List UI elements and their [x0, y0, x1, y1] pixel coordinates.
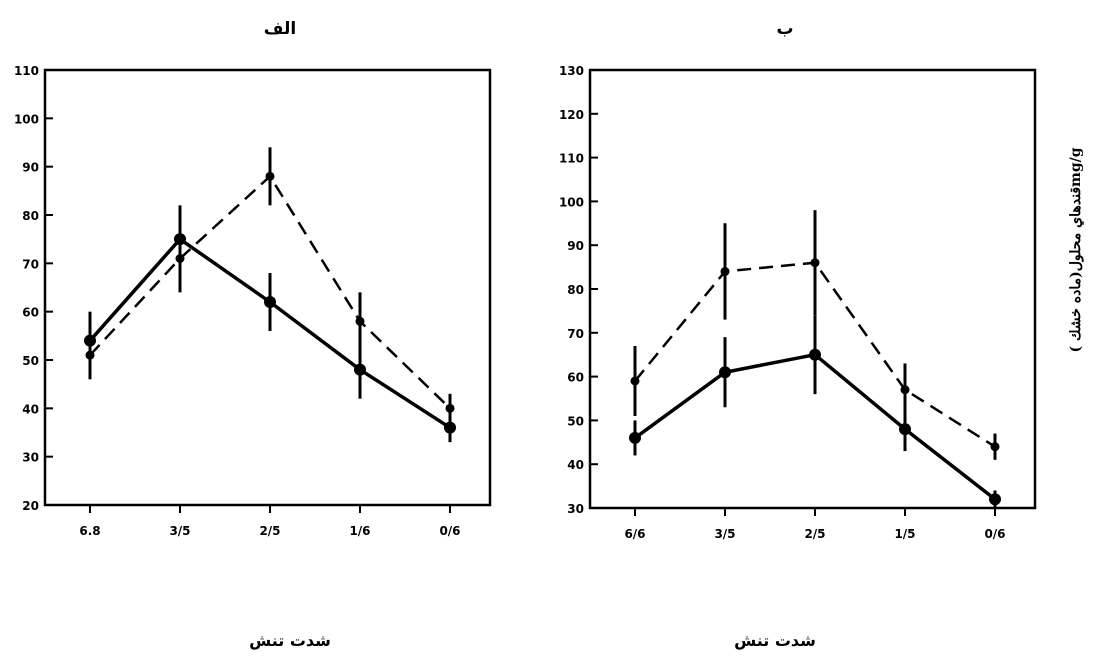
data-point — [175, 254, 185, 263]
y-tick-label: 40 — [567, 458, 584, 472]
data-point — [264, 296, 276, 308]
y-tick-label: 90 — [22, 161, 39, 175]
y-tick-label: 80 — [22, 209, 39, 223]
data-point — [629, 431, 641, 444]
x-tick-label: 0/6 — [984, 527, 1005, 541]
data-point — [900, 385, 910, 395]
y-tick-label: 40 — [22, 402, 39, 416]
plot-frame — [588, 68, 1037, 510]
x-tick-label: 3/5 — [714, 527, 735, 541]
y-tick-label: 130 — [559, 64, 584, 78]
data-point — [630, 376, 640, 386]
y-tick-label: 110 — [559, 152, 584, 166]
y-tick-label: 20 — [22, 499, 39, 513]
data-point — [990, 442, 1000, 452]
y-tick-label: 120 — [559, 108, 584, 122]
data-point — [444, 421, 456, 434]
data-point — [719, 366, 731, 379]
x-tick-label: 1/6 — [349, 524, 370, 538]
x-axis-title: شدت تنش — [734, 631, 816, 650]
y-tick-label: 50 — [22, 354, 39, 368]
data-point — [445, 403, 455, 413]
series-line-solid — [88, 236, 451, 430]
y-tick-label: 30 — [22, 451, 39, 465]
y-tick-label: 90 — [567, 239, 584, 253]
panel-alef: الف 20 30 40 50 60 70 80 90 100 110 6.8 3/5 2/5 1/6 0/6… — [14, 19, 492, 650]
plot-frame — [43, 68, 492, 507]
x-axis-title: شدت تنش — [249, 631, 331, 650]
y-axis-title-container: قندهاي محلول(ماده خشك )mg/g — [1068, 147, 1084, 352]
x-tick-label: 0/6 — [439, 524, 460, 538]
x-tick-label: 6/6 — [624, 527, 645, 541]
data-point — [354, 363, 366, 376]
chart-title: الف — [264, 19, 296, 39]
y-tick-label: 110 — [14, 64, 39, 78]
data-point — [899, 423, 911, 436]
data-point — [265, 171, 275, 181]
y-tick-label: 60 — [22, 306, 39, 320]
x-tick-label: 3/5 — [169, 524, 190, 538]
x-tick-label: 2/5 — [804, 527, 825, 541]
y-tick-label: 100 — [14, 112, 39, 126]
data-point — [809, 348, 821, 361]
y-axis-title: قندهاي محلول(ماده خشك )mg/g — [1068, 147, 1084, 352]
x-tick-label: 6.8 — [79, 524, 100, 538]
y-tick-label: 70 — [567, 327, 584, 341]
y-tick-label: 80 — [567, 283, 584, 297]
data-point — [810, 258, 820, 268]
y-tick-label: 70 — [22, 257, 39, 271]
panel-be: ب 30 40 50 60 70 80 90 100 110 120 130 6/6 3/5 2/5 1/5 0… — [559, 19, 1037, 650]
y-tick-label: 60 — [567, 371, 584, 385]
data-point — [355, 316, 365, 326]
y-tick-label: 50 — [567, 414, 584, 428]
data-point — [85, 350, 95, 360]
y-tick-label: 30 — [567, 502, 584, 516]
x-tick-label: 2/5 — [259, 524, 280, 538]
data-point — [989, 493, 1001, 506]
chart-title: ب — [776, 19, 793, 39]
y-tick-label: 100 — [559, 195, 584, 209]
data-point — [720, 266, 730, 276]
x-tick-label: 1/5 — [894, 527, 915, 541]
